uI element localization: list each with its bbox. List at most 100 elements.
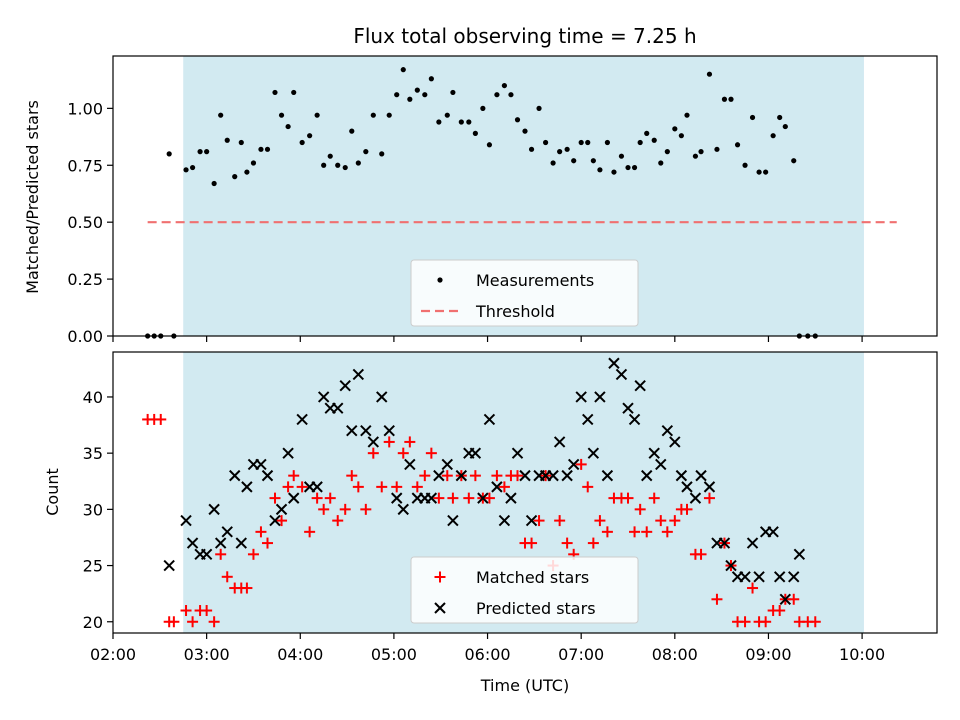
data-point	[397, 447, 409, 459]
data-point	[346, 470, 358, 482]
x-b	[376, 391, 388, 403]
data-point	[433, 492, 445, 504]
data-point	[773, 571, 786, 583]
x-b	[241, 481, 253, 493]
data-point	[629, 526, 641, 538]
x-b	[689, 492, 702, 504]
data-point	[214, 537, 227, 549]
bottom-y-axis-label: Count	[43, 468, 62, 516]
legend-label: Threshold	[475, 302, 555, 321]
x-b	[779, 593, 792, 605]
data-point	[749, 114, 756, 121]
data-point	[725, 559, 737, 572]
data-point	[163, 559, 175, 572]
data-point	[311, 481, 323, 493]
x-b	[346, 424, 358, 437]
x-b	[255, 458, 267, 471]
x-b	[525, 514, 538, 527]
data-point	[664, 149, 670, 155]
bottom-axes-frame	[112, 351, 938, 634]
data-point	[661, 424, 674, 437]
data-point	[692, 153, 699, 159]
x-b	[433, 469, 445, 482]
data-point	[782, 123, 788, 130]
data-point	[376, 391, 388, 403]
data-point	[637, 139, 643, 146]
x-b	[703, 481, 716, 493]
x-b	[208, 503, 220, 516]
data-point	[447, 492, 459, 504]
data-point	[444, 112, 450, 118]
data-point	[269, 514, 281, 527]
data-point	[578, 139, 584, 146]
data-point	[232, 174, 238, 180]
top-series-measurements	[145, 67, 818, 339]
data-point	[587, 537, 599, 549]
data-point	[383, 424, 395, 437]
data-point	[547, 469, 559, 482]
data-point	[779, 593, 792, 605]
data-point	[466, 119, 472, 125]
data-point	[543, 139, 549, 146]
x-b	[469, 447, 482, 459]
x-b	[282, 447, 294, 459]
x-b	[269, 514, 281, 527]
legend-marker	[434, 602, 446, 614]
data-point	[241, 582, 253, 594]
data-point	[561, 469, 573, 482]
x-b	[725, 559, 737, 572]
data-point	[317, 391, 330, 403]
data-point	[244, 169, 250, 175]
data-point	[788, 593, 800, 605]
data-point	[695, 548, 707, 560]
data-point	[564, 146, 570, 152]
data-point	[557, 149, 563, 155]
data-point	[407, 96, 413, 102]
data-point	[352, 481, 364, 493]
data-point	[224, 137, 230, 143]
data-point	[634, 503, 646, 515]
x-b	[622, 402, 634, 414]
data-point	[501, 82, 507, 89]
data-point	[360, 503, 372, 515]
x-tick-label: 05:00	[371, 645, 417, 664]
data-point	[296, 413, 308, 426]
data-point	[379, 151, 385, 157]
data-point	[180, 605, 192, 617]
data-point	[721, 96, 728, 102]
x-b	[214, 537, 227, 549]
x-tick-label: 03:00	[184, 645, 230, 664]
data-point	[346, 424, 358, 437]
data-point	[608, 357, 620, 369]
data-point	[261, 469, 274, 482]
legend-box	[410, 259, 639, 327]
x-b	[383, 424, 395, 437]
x-b	[675, 469, 688, 482]
data-point	[536, 105, 542, 111]
data-point	[604, 139, 611, 146]
data-point	[339, 380, 351, 392]
data-point	[669, 515, 681, 527]
data-point	[201, 605, 213, 617]
data-point	[480, 105, 486, 111]
data-point	[728, 96, 734, 102]
data-point	[587, 447, 600, 459]
x-b	[455, 469, 468, 482]
data-point	[788, 571, 800, 583]
data-point	[183, 167, 189, 173]
x-b	[634, 380, 646, 392]
data-point	[695, 469, 707, 482]
data-point	[618, 153, 625, 159]
data-point	[747, 582, 759, 594]
data-point	[342, 164, 348, 171]
data-point	[625, 164, 631, 171]
data-point	[582, 413, 594, 426]
data-point	[571, 158, 577, 164]
x-b	[221, 526, 233, 538]
data-point	[512, 470, 524, 482]
data-point	[208, 503, 220, 516]
data-point	[658, 160, 664, 166]
data-point	[285, 123, 291, 130]
data-point	[631, 164, 638, 171]
data-point	[269, 492, 281, 504]
